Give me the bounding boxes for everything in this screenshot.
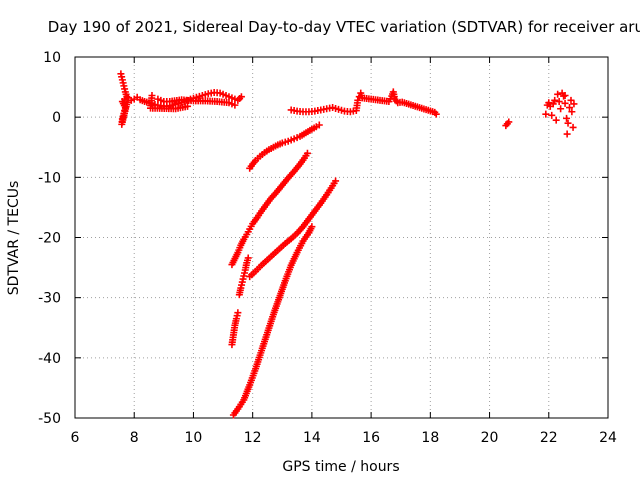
data-point bbox=[548, 111, 556, 119]
data-point bbox=[542, 110, 550, 118]
data-point bbox=[543, 101, 551, 109]
y-tick-label: -30 bbox=[38, 291, 61, 307]
data-point bbox=[555, 98, 563, 106]
y-tick-label: -50 bbox=[38, 411, 61, 427]
data-point bbox=[234, 309, 242, 317]
y-tick-label: -10 bbox=[38, 170, 61, 186]
data-point bbox=[554, 90, 562, 98]
data-point bbox=[549, 100, 557, 108]
data-points bbox=[117, 70, 578, 419]
data-point bbox=[237, 93, 245, 101]
data-point bbox=[557, 105, 565, 113]
data-point bbox=[566, 104, 574, 112]
data-point bbox=[552, 116, 560, 124]
data-point bbox=[332, 177, 340, 185]
chart-title: Day 190 of 2021, Sidereal Day-to-day VTE… bbox=[47, 18, 640, 36]
data-point bbox=[315, 121, 323, 129]
data-point bbox=[308, 223, 316, 231]
y-axis-label: SDTVAR / TECUs bbox=[6, 181, 22, 296]
data-point bbox=[563, 114, 571, 122]
x-tick-label: 16 bbox=[362, 430, 380, 446]
x-tick-label: 10 bbox=[185, 430, 203, 446]
x-tick-label: 6 bbox=[71, 430, 80, 446]
data-point bbox=[184, 102, 192, 110]
data-point bbox=[561, 99, 569, 107]
x-tick-label: 8 bbox=[130, 430, 139, 446]
data-point bbox=[551, 96, 559, 104]
tick-labels: 6 8 10 12 14 16 18 20 22 24 -50 -40 -30 -20 -10 0 10 bbox=[38, 50, 617, 446]
y-tick-label: 10 bbox=[43, 50, 61, 66]
x-tick-label: 22 bbox=[540, 430, 558, 446]
data-point bbox=[505, 118, 513, 126]
y-tick-label: -40 bbox=[38, 351, 61, 367]
data-point bbox=[231, 101, 239, 109]
data-point bbox=[570, 100, 578, 108]
data-point bbox=[561, 92, 569, 100]
data-point bbox=[563, 130, 571, 138]
x-tick-label: 12 bbox=[244, 430, 262, 446]
y-tick-label: 0 bbox=[52, 110, 61, 126]
x-tick-label: 20 bbox=[481, 430, 499, 446]
y-tick-label: -20 bbox=[38, 231, 61, 247]
x-tick-label: 14 bbox=[303, 430, 321, 446]
x-tick-label: 18 bbox=[421, 430, 439, 446]
x-tick-label: 24 bbox=[599, 430, 617, 446]
data-point bbox=[568, 108, 576, 116]
ticks bbox=[74, 56, 609, 419]
data-point bbox=[564, 119, 572, 127]
data-point bbox=[303, 149, 311, 157]
data-point bbox=[569, 123, 577, 131]
data-point bbox=[567, 96, 575, 104]
data-point bbox=[432, 110, 440, 118]
data-point bbox=[354, 96, 362, 104]
x-axis-label: GPS time / hours bbox=[282, 459, 399, 475]
grid bbox=[75, 57, 608, 418]
data-point bbox=[244, 254, 252, 262]
